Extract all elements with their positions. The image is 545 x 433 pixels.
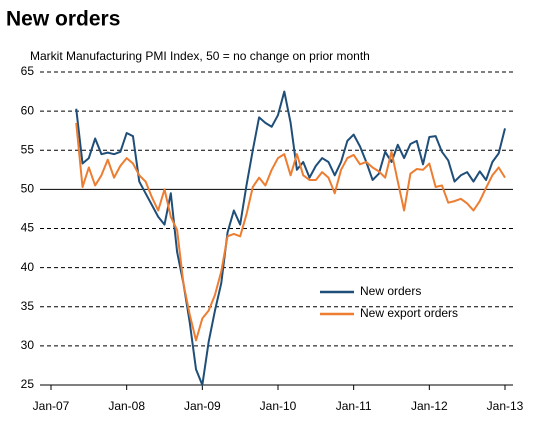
x-tick-label: Jan-12	[411, 399, 448, 413]
y-tick-label: 50	[21, 182, 35, 196]
x-tick-label: Jan-11	[336, 399, 372, 413]
series-line	[75, 90, 506, 386]
y-tick-label: 30	[21, 338, 35, 352]
legend-label: New orders	[360, 284, 421, 298]
chart-subtitle: Markit Manufacturing PMI Index, 50 = no …	[30, 49, 370, 63]
x-tick-label: Jan-07	[33, 399, 70, 413]
y-tick-label: 35	[21, 299, 35, 313]
chart-title: New orders	[6, 8, 120, 31]
series-line	[75, 122, 506, 342]
y-tick-label: 55	[21, 142, 35, 156]
y-tick-label: 60	[21, 103, 35, 117]
legend-label: New export orders	[360, 306, 458, 320]
y-tick-label: 45	[21, 221, 35, 235]
y-tick-label: 25	[21, 377, 35, 391]
x-tick-label: Jan-09	[184, 399, 221, 413]
x-tick-label: Jan-08	[108, 399, 145, 413]
x-tick-label: Jan-10	[260, 399, 297, 413]
y-tick-label: 65	[21, 64, 35, 78]
x-tick-label: Jan-13	[487, 399, 524, 413]
y-tick-label: 40	[21, 260, 35, 274]
